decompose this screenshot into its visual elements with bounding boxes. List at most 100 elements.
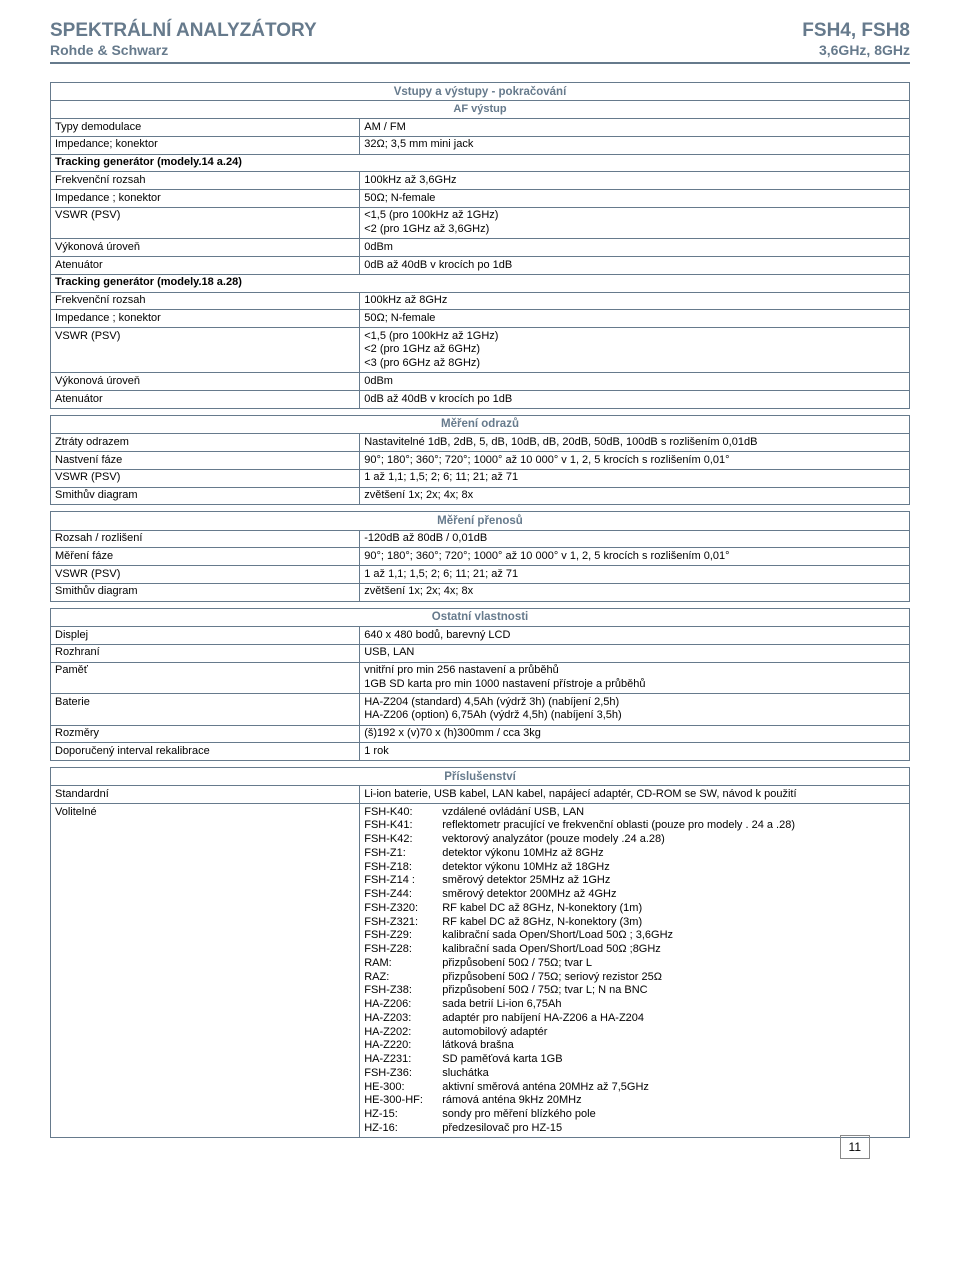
accessory-code: RAZ: bbox=[364, 971, 442, 985]
spec-value: 50Ω; N-female bbox=[360, 190, 910, 208]
accessory-desc: přizpůsobení 50Ω / 75Ω; tvar L; N na BNC bbox=[442, 984, 647, 998]
accessory-item: HA-Z220:látková brašna bbox=[364, 1039, 905, 1053]
transmission-rows: Rozsah / rozlišení-120dB až 80dB / 0,01d… bbox=[51, 530, 910, 601]
accessory-desc: přizpůsobení 50Ω / 75Ω; seriový rezistor… bbox=[442, 971, 662, 985]
spec-value: 100kHz až 3,6GHz bbox=[360, 172, 910, 190]
spec-label: Doporučený interval rekalibrace bbox=[51, 743, 360, 761]
spec-value: 0dBm bbox=[360, 239, 910, 257]
accessory-code: FSH-Z29: bbox=[364, 929, 442, 943]
spec-value: 100kHz až 8GHz bbox=[360, 292, 910, 310]
spec-value: 90°; 180°; 360°; 720°; 1000° až 10 000° … bbox=[360, 548, 910, 566]
accessory-item: FSH-Z321:RF kabel DC až 8GHz, N-konektor… bbox=[364, 916, 905, 930]
trk18-label: Tracking generátor (modely.18 a.28) bbox=[51, 274, 910, 292]
spec-value: -120dB až 80dB / 0,01dB bbox=[360, 530, 910, 548]
accessory-list: FSH-K40:vzdálené ovládání USB, LANFSH-K4… bbox=[364, 806, 905, 1136]
spec-label: Smithův diagram bbox=[51, 487, 360, 505]
page-number: 11 bbox=[840, 1135, 870, 1159]
spec-value: AM / FM bbox=[360, 119, 910, 137]
spec-label: Baterie bbox=[51, 694, 360, 726]
spec-label: Frekvenční rozsah bbox=[51, 292, 360, 310]
accessory-item: HA-Z203:adaptér pro nabíjení HA-Z206 a H… bbox=[364, 1012, 905, 1026]
spec-label: VSWR (PSV) bbox=[51, 469, 360, 487]
spec-value: 0dB až 40dB v krocích po 1dB bbox=[360, 257, 910, 275]
transmission-header: Měření přenosů bbox=[51, 512, 910, 530]
spec-label: Impedance ; konektor bbox=[51, 310, 360, 328]
spec-label: Atenuátor bbox=[51, 257, 360, 275]
accessory-desc: sada betrií Li-ion 6,75Ah bbox=[442, 998, 561, 1012]
spec-value: zvětšení 1x; 2x; 4x; 8x bbox=[360, 583, 910, 601]
spec-value: USB, LAN bbox=[360, 644, 910, 662]
spec-label: Nastvení fáze bbox=[51, 452, 360, 470]
header-title-left: SPEKTRÁLNÍ ANALYZÁTORY bbox=[50, 20, 317, 42]
spec-value: vnitřní pro min 256 nastavení a průběhů … bbox=[360, 662, 910, 694]
accessory-item: FSH-Z1:detektor výkonu 10MHz až 8GHz bbox=[364, 847, 905, 861]
accessory-desc: sluchátka bbox=[442, 1067, 488, 1081]
accessory-desc: detektor výkonu 10MHz až 18GHz bbox=[442, 861, 610, 875]
spec-value: zvětšení 1x; 2x; 4x; 8x bbox=[360, 487, 910, 505]
header-right: FSH4, FSH8 3,6GHz, 8GHz bbox=[802, 20, 910, 58]
reflection-table: Měření odrazů Ztráty odrazemNastavitelné… bbox=[50, 415, 910, 505]
reflection-header: Měření odrazů bbox=[51, 415, 910, 433]
accessory-code: HE-300: bbox=[364, 1081, 442, 1095]
io-section-header: Vstupy a výstupy - pokračování bbox=[51, 83, 910, 101]
spec-value: 0dB až 40dB v krocích po 1dB bbox=[360, 391, 910, 409]
spec-label: Měření fáze bbox=[51, 548, 360, 566]
spec-value: <1,5 (pro 100kHz až 1GHz) <2 (pro 1GHz a… bbox=[360, 207, 910, 239]
accessory-code: HA-Z202: bbox=[364, 1026, 442, 1040]
page-header: SPEKTRÁLNÍ ANALYZÁTORY Rohde & Schwarz F… bbox=[50, 20, 910, 64]
accessory-code: HA-Z203: bbox=[364, 1012, 442, 1026]
accessory-desc: rámová anténa 9kHz 20MHz bbox=[442, 1094, 581, 1108]
accessory-desc: SD paměťová karta 1GB bbox=[442, 1053, 562, 1067]
spec-label: Frekvenční rozsah bbox=[51, 172, 360, 190]
footer: 11 bbox=[50, 1144, 910, 1174]
spec-value: (š)192 x (v)70 x (h)300mm / cca 3kg bbox=[360, 725, 910, 743]
accessory-code: FSH-K42: bbox=[364, 833, 442, 847]
accessory-code: HZ-16: bbox=[364, 1122, 442, 1136]
spec-label: Rozměry bbox=[51, 725, 360, 743]
accessory-desc: aktivní směrová anténa 20MHz až 7,5GHz bbox=[442, 1081, 649, 1095]
accessory-item: FSH-Z29:kalibrační sada Open/Short/Load … bbox=[364, 929, 905, 943]
accessory-item: FSH-Z38:přizpůsobení 50Ω / 75Ω; tvar L; … bbox=[364, 984, 905, 998]
spec-label: VSWR (PSV) bbox=[51, 566, 360, 584]
accessory-desc: sondy pro měření blízkého pole bbox=[442, 1108, 595, 1122]
accessory-item: FSH-K42:vektorový analyzátor (pouze mode… bbox=[364, 833, 905, 847]
other-rows: Displej640 x 480 bodů, barevný LCDRozhra… bbox=[51, 627, 910, 761]
accessory-code: RAM: bbox=[364, 957, 442, 971]
accessory-desc: směrový detektor 25MHz až 1GHz bbox=[442, 874, 610, 888]
spec-label: VSWR (PSV) bbox=[51, 207, 360, 239]
accessory-desc: RF kabel DC až 8GHz, N-konektory (1m) bbox=[442, 902, 642, 916]
spec-label: Impedance; konektor bbox=[51, 136, 360, 154]
accessory-item: HZ-15:sondy pro měření blízkého pole bbox=[364, 1108, 905, 1122]
accessory-desc: předzesilovač pro HZ-15 bbox=[442, 1122, 562, 1136]
spec-label: Rozhraní bbox=[51, 644, 360, 662]
accessory-desc: látková brašna bbox=[442, 1039, 514, 1053]
accessory-desc: detektor výkonu 10MHz až 8GHz bbox=[442, 847, 603, 861]
accessory-code: HA-Z231: bbox=[364, 1053, 442, 1067]
accessory-code: FSH-K41: bbox=[364, 819, 442, 833]
accessory-item: FSH-Z36:sluchátka bbox=[364, 1067, 905, 1081]
accessory-item: HA-Z206:sada betrií Li-ion 6,75Ah bbox=[364, 998, 905, 1012]
header-sub-right: 3,6GHz, 8GHz bbox=[802, 42, 910, 58]
accessory-code: FSH-Z38: bbox=[364, 984, 442, 998]
accessory-code: HA-Z206: bbox=[364, 998, 442, 1012]
accessory-desc: kalibrační sada Open/Short/Load 50Ω ;8GH… bbox=[442, 943, 661, 957]
spec-value: 1 až 1,1; 1,5; 2; 6; 11; 21; až 71 bbox=[360, 566, 910, 584]
spec-label: Smithův diagram bbox=[51, 583, 360, 601]
accessory-item: HZ-16:předzesilovač pro HZ-15 bbox=[364, 1122, 905, 1136]
reflection-rows: Ztráty odrazemNastavitelné 1dB, 2dB, 5, … bbox=[51, 434, 910, 505]
header-left: SPEKTRÁLNÍ ANALYZÁTORY Rohde & Schwarz bbox=[50, 20, 317, 58]
standard-label: Standardní bbox=[51, 786, 360, 804]
accessory-item: HE-300:aktivní směrová anténa 20MHz až 7… bbox=[364, 1081, 905, 1095]
accessory-desc: adaptér pro nabíjení HA-Z206 a HA-Z204 bbox=[442, 1012, 644, 1026]
spec-value: Nastavitelné 1dB, 2dB, 5, dB, 10dB, dB, … bbox=[360, 434, 910, 452]
accessory-desc: vzdálené ovládání USB, LAN bbox=[442, 806, 584, 820]
spec-value: 1 až 1,1; 1,5; 2; 6; 11; 21; až 71 bbox=[360, 469, 910, 487]
accessory-code: FSH-Z44: bbox=[364, 888, 442, 902]
accessory-item: FSH-Z320:RF kabel DC až 8GHz, N-konektor… bbox=[364, 902, 905, 916]
accessory-code: FSH-Z321: bbox=[364, 916, 442, 930]
trk18-rows: Frekvenční rozsah100kHz až 8GHzImpedance… bbox=[51, 292, 910, 408]
accessory-item: RAZ:přizpůsobení 50Ω / 75Ω; seriový rezi… bbox=[364, 971, 905, 985]
accessory-item: FSH-K41:reflektometr pracující ve frekve… bbox=[364, 819, 905, 833]
header-sub-left: Rohde & Schwarz bbox=[50, 42, 317, 58]
spec-value: HA-Z204 (standard) 4,5Ah (výdrž 3h) (nab… bbox=[360, 694, 910, 726]
